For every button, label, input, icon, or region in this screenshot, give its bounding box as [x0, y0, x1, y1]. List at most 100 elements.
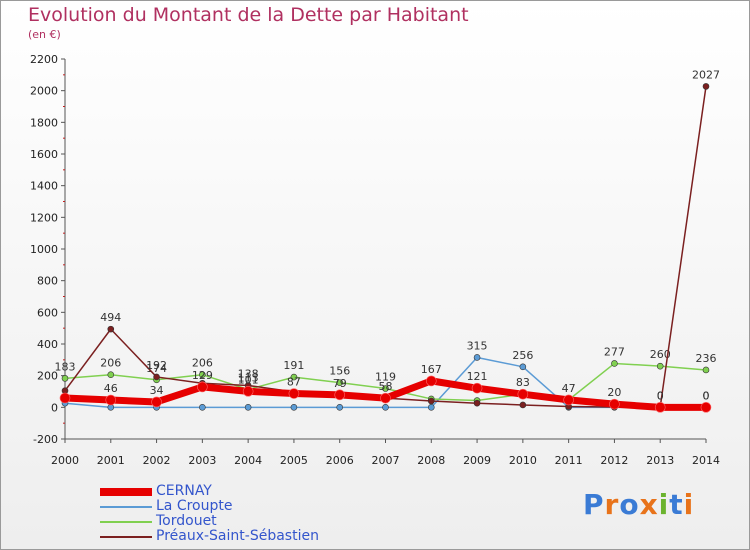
- x-tick-label: 2009: [463, 454, 491, 467]
- data-label: 0: [657, 389, 664, 402]
- logo-letter: o: [619, 488, 640, 521]
- legend-swatch: [100, 536, 152, 538]
- data-label: 113: [238, 371, 259, 384]
- data-point: [611, 360, 618, 367]
- x-tick-label: 2002: [143, 454, 171, 467]
- data-point: [471, 382, 483, 394]
- data-point: [519, 363, 527, 371]
- data-point: [656, 362, 664, 370]
- y-tick-label: 800: [37, 275, 58, 288]
- y-tick-label: 2000: [30, 85, 58, 98]
- data-point: [107, 371, 115, 379]
- x-tick-label: 2004: [234, 454, 262, 467]
- data-point: [334, 389, 346, 401]
- y-tick-label: 1000: [30, 243, 58, 256]
- y-tick-label: 0: [51, 401, 58, 414]
- data-point: [427, 404, 435, 411]
- y-tick-label: 1200: [30, 211, 58, 224]
- logo-letter: r: [604, 488, 620, 521]
- x-tick-label: 2014: [692, 454, 720, 467]
- data-label: 0: [703, 389, 710, 402]
- data-point: [382, 404, 389, 411]
- x-tick-label: 2005: [280, 454, 308, 467]
- logo-letter: P: [583, 488, 605, 521]
- y-tick-label: 1800: [30, 116, 58, 129]
- data-point: [105, 394, 117, 406]
- data-point: [336, 404, 344, 411]
- data-label: 58: [379, 380, 393, 393]
- data-label: 87: [287, 376, 301, 389]
- data-label: 167: [421, 363, 442, 376]
- data-label: 315: [467, 339, 488, 352]
- logo-letter: x: [639, 488, 659, 521]
- legend-label: Préaux-Saint-Sébastien: [156, 528, 319, 544]
- data-label: 156: [329, 365, 350, 378]
- legend-swatch: [100, 488, 152, 496]
- legend-label: CERNAY: [156, 483, 212, 499]
- data-point: [382, 385, 389, 392]
- legend-label: Tordouet: [156, 513, 217, 529]
- data-label: 119: [375, 370, 396, 383]
- data-point: [288, 388, 300, 399]
- data-label: 83: [516, 376, 530, 389]
- data-point: [702, 366, 710, 374]
- data-point: [427, 397, 435, 405]
- chart-title: Evolution du Montant de la Dette par Hab…: [28, 4, 469, 26]
- data-point: [425, 375, 437, 387]
- data-point: [290, 404, 298, 411]
- proxiti-logo: Proxiti: [583, 488, 694, 521]
- logo-letter: t: [669, 488, 684, 521]
- series-pr-aux-saint-s-bastien: 494 192 138 2027: [61, 68, 720, 411]
- data-label: 0: [703, 389, 710, 402]
- logo-letter: i: [658, 488, 670, 521]
- chart-unit: (en €): [28, 28, 61, 41]
- x-tick-label: 2001: [97, 454, 125, 467]
- data-point: [199, 371, 206, 379]
- data-label: 236: [696, 352, 717, 365]
- x-tick-label: 2008: [417, 454, 445, 467]
- data-point: [380, 392, 391, 404]
- data-label: 277: [604, 345, 625, 358]
- data-point: [151, 396, 162, 408]
- data-point: [244, 404, 252, 411]
- x-tick-label: 2000: [51, 454, 79, 467]
- y-tick-label: 400: [37, 338, 58, 351]
- data-label: 20: [607, 386, 621, 399]
- data-point: [336, 379, 344, 386]
- data-label: 129: [192, 369, 213, 382]
- x-tick-label: 2010: [509, 454, 537, 467]
- data-label: 34: [150, 384, 164, 397]
- y-tick-label: 2200: [30, 53, 58, 66]
- data-point: [609, 398, 620, 410]
- data-point: [242, 386, 254, 397]
- data-point: [517, 388, 529, 400]
- x-tick-label: 2012: [600, 454, 628, 467]
- data-label: 47: [562, 382, 576, 395]
- data-label: 206: [100, 357, 121, 370]
- x-tick-label: 2003: [188, 454, 216, 467]
- y-tick-label: 1600: [30, 148, 58, 161]
- data-label: 191: [283, 359, 304, 372]
- x-tick-label: 2006: [326, 454, 354, 467]
- x-tick-label: 2011: [555, 454, 583, 467]
- legend-label: La Croupte: [156, 498, 233, 514]
- data-label: 138: [238, 367, 259, 380]
- series-cernay: 46 34 129 101 87 79 58 167 121 83 47 20 0 0: [59, 363, 712, 413]
- x-tick-label: 2013: [646, 454, 674, 467]
- data-label: 79: [333, 377, 347, 390]
- y-tick-label: 600: [37, 306, 58, 319]
- data-label: 260: [650, 348, 671, 361]
- data-label: 46: [104, 382, 118, 395]
- data-label: 0: [657, 389, 664, 402]
- y-tick-label: 200: [37, 370, 58, 383]
- logo-letter: i: [683, 488, 695, 521]
- data-point: [61, 375, 69, 382]
- data-point: [700, 402, 712, 413]
- data-label: 183: [55, 360, 76, 373]
- data-point: [107, 325, 115, 333]
- data-point: [519, 401, 527, 409]
- y-tick-label: -200: [33, 433, 58, 446]
- data-label: 192: [146, 359, 167, 372]
- legend-swatch: [100, 506, 152, 508]
